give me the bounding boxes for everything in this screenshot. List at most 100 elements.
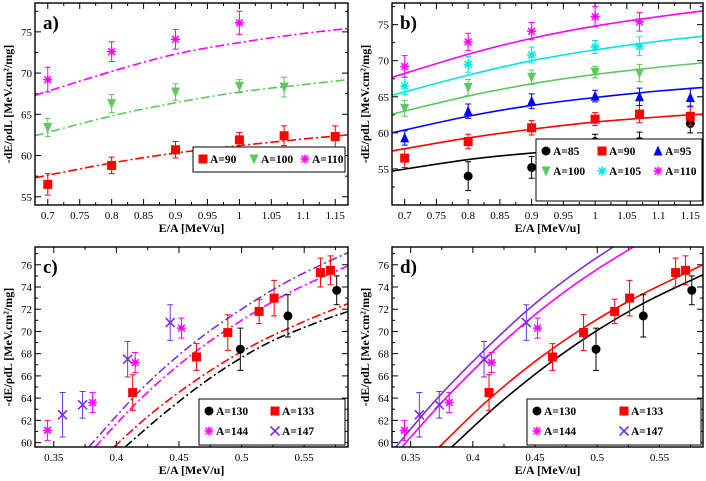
legend-marker-a110 xyxy=(300,154,310,164)
data-point-a110 xyxy=(107,47,117,57)
data-point-a100 xyxy=(279,82,289,93)
data-point-a130 xyxy=(332,285,342,295)
legend: A=130 A=133 A=144 A=147 xyxy=(198,398,346,446)
y-axis-label: -dE/ρdL [MeV.cm²/mg] xyxy=(1,45,15,163)
data-point-a147 xyxy=(434,399,445,410)
data-point-a133 xyxy=(269,293,279,303)
legend-label-a133: A=133 xyxy=(282,406,314,418)
y-tick-label: 65 xyxy=(378,92,390,104)
data-point-a105 xyxy=(635,41,645,51)
x-tick-label: 1.05 xyxy=(262,210,282,222)
data-point-a133 xyxy=(192,352,202,362)
x-tick-label: 0.9 xyxy=(525,210,539,222)
data-point-a133 xyxy=(128,388,138,398)
legend-marker-a95 xyxy=(653,145,663,156)
plot-area xyxy=(395,247,703,447)
y-tick-label: 55 xyxy=(378,164,390,176)
data-point-a90 xyxy=(279,131,289,141)
legend-label-a147: A=147 xyxy=(631,426,663,438)
data-point-a133 xyxy=(325,265,335,275)
legend-box xyxy=(526,398,702,446)
legend-marker-a147 xyxy=(618,425,630,437)
legend-label-a110: A=110 xyxy=(312,154,344,166)
y-tick-label: 66 xyxy=(378,371,390,383)
data-point-a90 xyxy=(635,109,645,119)
legend-label-a100: A=100 xyxy=(261,154,293,166)
data-point-a95 xyxy=(400,132,410,143)
chart-panel-2: 0.7 0.75 0.8 0.85 0.9 0.95 1 1.05 1.1 1.15 55 60 65 7… xyxy=(358,2,704,235)
y-tick-label: 72 xyxy=(378,304,389,316)
legend-label-a133: A=133 xyxy=(631,406,663,418)
chart-panel-3: 0.35 0.4 0.45 0.5 0.55 60 62 64 66 68 70 72 74 76 c) E/… xyxy=(1,246,349,477)
y-tick-label: 64 xyxy=(21,393,33,405)
x-axis-label: E/A [MeV/u] xyxy=(515,463,581,477)
data-point-a90 xyxy=(107,160,117,170)
data-point-a133 xyxy=(671,268,681,278)
legend-box xyxy=(192,146,346,173)
y-tick-label: 76 xyxy=(378,260,390,272)
data-point-a90 xyxy=(527,123,537,133)
fit-curve-a130 xyxy=(451,274,703,447)
data-point-a105 xyxy=(463,59,473,69)
data-point-a147 xyxy=(414,409,425,420)
data-point-a133 xyxy=(547,352,557,362)
plot-frame xyxy=(34,246,349,448)
data-point-a100 xyxy=(463,82,473,93)
legend: A=90 A=100 A=110 xyxy=(192,146,346,173)
x-tick-label: 0.8 xyxy=(105,210,119,222)
data-point-a110 xyxy=(171,34,181,44)
plot-frame xyxy=(34,2,349,206)
legend: A=130 A=133 A=144 A=147 xyxy=(526,398,702,446)
y-tick-label: 72 xyxy=(21,304,32,316)
y-tick-label: 70 xyxy=(378,326,390,338)
x-tick-label: 0.7 xyxy=(398,210,412,222)
legend-marker-a100 xyxy=(541,166,551,177)
legend-marker-a133 xyxy=(619,406,629,416)
data-point-a100 xyxy=(527,72,537,83)
legend-label-a100: A=100 xyxy=(553,166,585,178)
data-point-a95 xyxy=(590,90,600,101)
legend-label-a130: A=130 xyxy=(544,406,576,418)
data-point-a133 xyxy=(681,265,691,275)
x-tick-label: 0.95 xyxy=(554,210,574,222)
y-axis-label: -dE/ρdL [MeV.cm²/mg] xyxy=(358,45,372,163)
y-axis-label: -dE/ρdL [MeV.cm²/mg] xyxy=(1,288,15,406)
legend-box xyxy=(535,138,703,202)
data-point-a133 xyxy=(254,306,264,316)
legend-marker-a100 xyxy=(249,154,259,165)
x-tick-label: 1.15 xyxy=(326,210,346,222)
x-tick-label: 0.4 xyxy=(466,452,480,464)
y-tick-label: 70 xyxy=(378,56,390,68)
x-tick-label: 0.35 xyxy=(44,452,64,464)
data-point-a105 xyxy=(527,50,537,60)
fit-curve-a95 xyxy=(392,86,703,134)
data-point-a110 xyxy=(463,37,473,47)
data-point-a110 xyxy=(527,26,537,36)
y-tick-label: 70 xyxy=(21,68,33,80)
y-tick-label: 65 xyxy=(21,109,33,121)
data-point-a130 xyxy=(235,344,245,354)
data-point-a147 xyxy=(521,317,532,328)
legend-marker-a144 xyxy=(204,426,214,436)
panel-label: c) xyxy=(43,257,58,278)
x-axis-label: E/A [MeV/u] xyxy=(159,463,225,477)
y-tick-label: 68 xyxy=(378,349,390,361)
y-tick-label: 75 xyxy=(21,27,33,39)
data-point-a90 xyxy=(400,153,410,163)
data-point-a95 xyxy=(527,95,537,106)
x-tick-label: 1.05 xyxy=(617,210,637,222)
x-tick-label: 0.95 xyxy=(198,210,218,222)
fit-curve-a147 xyxy=(88,251,348,447)
y-tick-label: 60 xyxy=(378,128,390,140)
x-tick-label: 1.15 xyxy=(681,210,701,222)
legend-marker-a85 xyxy=(541,146,551,156)
x-tick-label: 0.5 xyxy=(235,452,249,464)
data-point-a100 xyxy=(43,122,53,133)
legend-label-a130: A=130 xyxy=(216,406,248,418)
fit-curve-a130 xyxy=(124,310,348,447)
data-point-a144 xyxy=(130,358,140,368)
legend-marker-a105 xyxy=(597,166,607,176)
y-tick-label: 60 xyxy=(21,438,33,450)
legend-marker-a90 xyxy=(198,154,208,164)
